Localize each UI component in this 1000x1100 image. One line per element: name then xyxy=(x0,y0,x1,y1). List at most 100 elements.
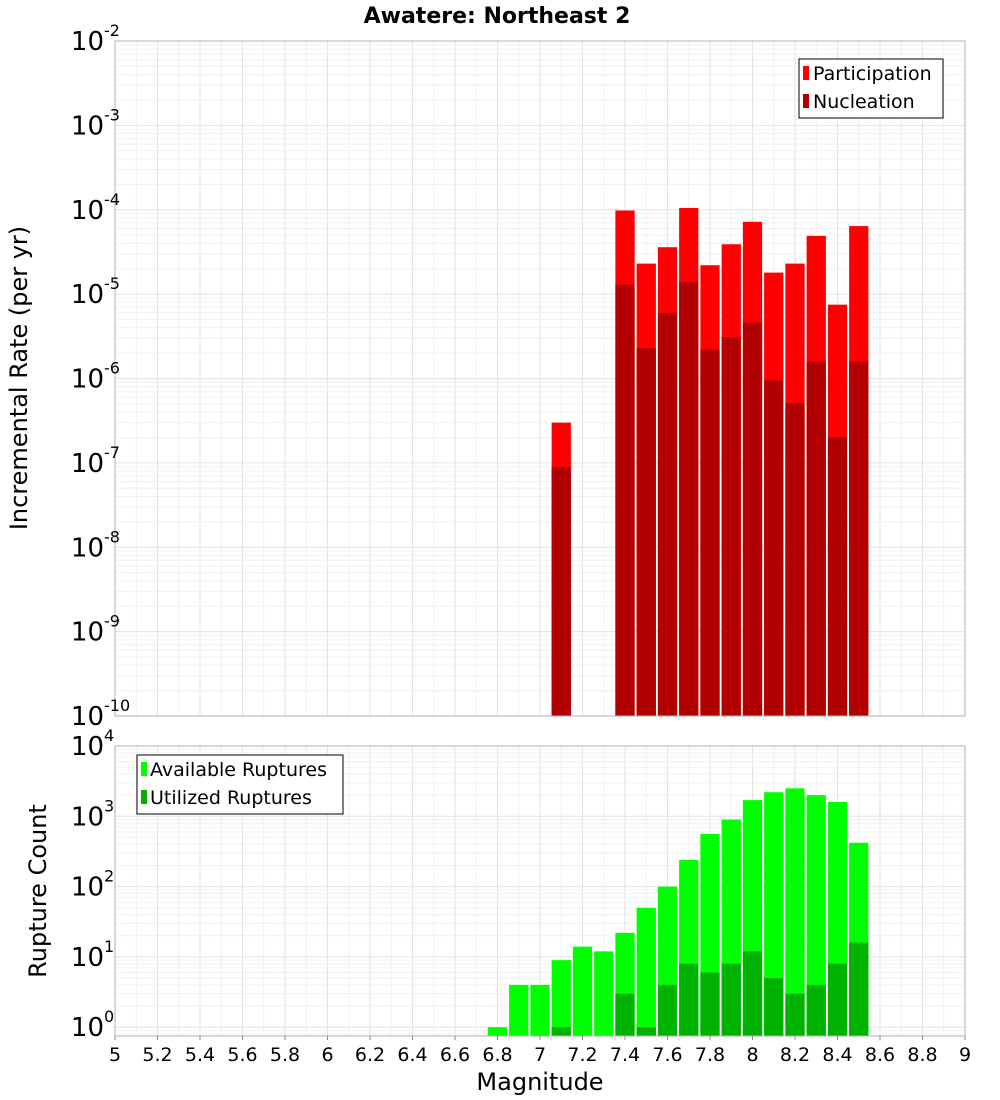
count-bar-available-ruptures xyxy=(636,907,656,1036)
rate-y-tick-label: 10 xyxy=(71,533,104,563)
rate-bar-nucleation xyxy=(742,322,763,716)
rate-y-tick-exponent: -9 xyxy=(104,612,120,631)
rate-y-tick-exponent: -2 xyxy=(104,21,120,40)
x-axis-label: Magnitude xyxy=(476,1068,603,1096)
x-tick-label: 7.4 xyxy=(610,1044,640,1066)
count-bar-utilized-ruptures xyxy=(657,984,678,1036)
x-tick-label: 7.2 xyxy=(567,1044,597,1066)
count-bar-utilized-ruptures xyxy=(849,942,869,1036)
count-y-axis-label: Rupture Count xyxy=(24,804,52,978)
rate-y-tick-label: 10 xyxy=(71,365,104,395)
count-y-tick-label: 10 xyxy=(71,732,104,762)
count-y-tick-label: 10 xyxy=(71,943,104,973)
rate-bar-nucleation xyxy=(551,466,571,716)
count-legend-box xyxy=(136,754,344,815)
count-y-tick-exponent: 0 xyxy=(104,1007,114,1026)
rate-y-tick-exponent: -8 xyxy=(104,527,120,546)
count-y-tick-label: 10 xyxy=(71,802,104,832)
rate-bar-nucleation xyxy=(764,380,784,716)
rate-bar-nucleation xyxy=(849,361,869,716)
count-y-tick-label: 10 xyxy=(71,1013,104,1043)
rate-bar-nucleation xyxy=(827,437,848,716)
x-tick-label: 6.6 xyxy=(440,1044,470,1066)
x-tick-label: 8.2 xyxy=(780,1044,810,1066)
x-tick-label: 6.2 xyxy=(355,1044,385,1066)
count-bar-utilized-ruptures xyxy=(785,993,805,1036)
count-bar-available-ruptures xyxy=(572,946,593,1036)
count-legend: Available Ruptures Utilized Ruptures xyxy=(136,754,344,815)
x-tick-label: 5.8 xyxy=(270,1044,300,1066)
rate-bar-nucleation xyxy=(679,281,699,716)
rate-y-tick-exponent: -6 xyxy=(104,359,120,378)
legend-swatch-participation xyxy=(803,66,809,80)
legend-label-nucleation: Nucleation xyxy=(813,91,915,113)
count-bar-available-ruptures xyxy=(594,951,614,1036)
x-tick-label: 8.6 xyxy=(865,1044,895,1066)
x-tick-label: 8.4 xyxy=(822,1044,852,1066)
count-bar-utilized-ruptures xyxy=(679,963,699,1036)
rate-y-tick-exponent: -10 xyxy=(104,696,130,715)
x-tick-label: 5 xyxy=(109,1044,121,1066)
rate-legend-box xyxy=(798,58,944,119)
legend-swatch-available xyxy=(141,762,147,776)
rate-bar-nucleation xyxy=(636,347,656,716)
x-tick-label: 5.2 xyxy=(142,1044,172,1066)
rate-y-tick-label: 10 xyxy=(71,449,104,479)
rate-y-tick-label: 10 xyxy=(71,111,104,141)
rate-bar-nucleation xyxy=(615,284,635,716)
count-bar-utilized-ruptures xyxy=(700,972,720,1036)
x-tick-label: 6.4 xyxy=(397,1044,427,1066)
count-bar-utilized-ruptures xyxy=(615,993,635,1036)
count-bar-available-ruptures xyxy=(764,792,784,1036)
rate-y-tick-label: 10 xyxy=(71,618,104,648)
count-bars xyxy=(487,788,869,1036)
legend-swatch-nucleation xyxy=(803,94,809,108)
count-y-tick-exponent: 2 xyxy=(104,867,114,886)
count-bar-utilized-ruptures xyxy=(636,1027,656,1036)
count-bar-available-ruptures xyxy=(530,984,550,1036)
x-tick-label: 8 xyxy=(746,1044,758,1066)
count-bar-utilized-ruptures xyxy=(721,963,741,1036)
count-bar-utilized-ruptures xyxy=(551,1027,571,1036)
rate-y-tick-label: 10 xyxy=(71,702,104,732)
rate-y-tick-exponent: -3 xyxy=(104,105,120,124)
x-tick-label: 5.6 xyxy=(227,1044,257,1066)
count-y-tick-label: 10 xyxy=(71,873,104,903)
count-bar-available-ruptures xyxy=(785,788,805,1036)
count-bar-available-ruptures xyxy=(487,1027,508,1036)
rate-bar-nucleation xyxy=(785,403,805,716)
rate-bars xyxy=(551,207,869,717)
legend-label-available: Available Ruptures xyxy=(150,759,327,781)
legend-label-utilized: Utilized Ruptures xyxy=(150,787,312,809)
rate-plot-frame xyxy=(114,40,966,717)
rate-bar-nucleation xyxy=(700,349,720,716)
count-bar-available-ruptures xyxy=(806,795,826,1036)
rate-bar-nucleation xyxy=(806,361,826,716)
x-tick-label: 8.8 xyxy=(907,1044,937,1066)
x-tick-label: 6.8 xyxy=(482,1044,512,1066)
count-y-tick-exponent: 1 xyxy=(104,937,114,956)
rate-y-tick-exponent: -5 xyxy=(104,274,120,293)
rate-y-tick-exponent: -4 xyxy=(104,190,120,209)
rate-y-tick-label: 10 xyxy=(71,280,104,310)
rate-grid xyxy=(114,40,966,717)
x-tick-label: 6 xyxy=(321,1044,333,1066)
count-bar-utilized-ruptures xyxy=(764,978,784,1036)
count-bar-available-ruptures xyxy=(551,960,571,1036)
rate-legend: Participation Nucleation xyxy=(798,58,944,119)
x-axis-ticks: 5 5.2 5.4 5.6 5.8 6 6.2 6.4 6.6 6.8 7 7.2 7.4 7.6 7.8 8… xyxy=(109,1036,971,1066)
rate-y-tick-label: 10 xyxy=(71,196,104,226)
x-tick-label: 5.4 xyxy=(185,1044,215,1066)
count-y-tick-exponent: 3 xyxy=(104,796,114,815)
rate-y-tick-exponent: -7 xyxy=(104,443,120,462)
count-bar-available-ruptures xyxy=(509,984,529,1036)
rate-y-tick-label: 10 xyxy=(71,27,104,57)
count-y-tick-exponent: 4 xyxy=(104,726,114,745)
legend-swatch-utilized xyxy=(141,790,147,804)
count-bar-utilized-ruptures xyxy=(742,951,763,1036)
